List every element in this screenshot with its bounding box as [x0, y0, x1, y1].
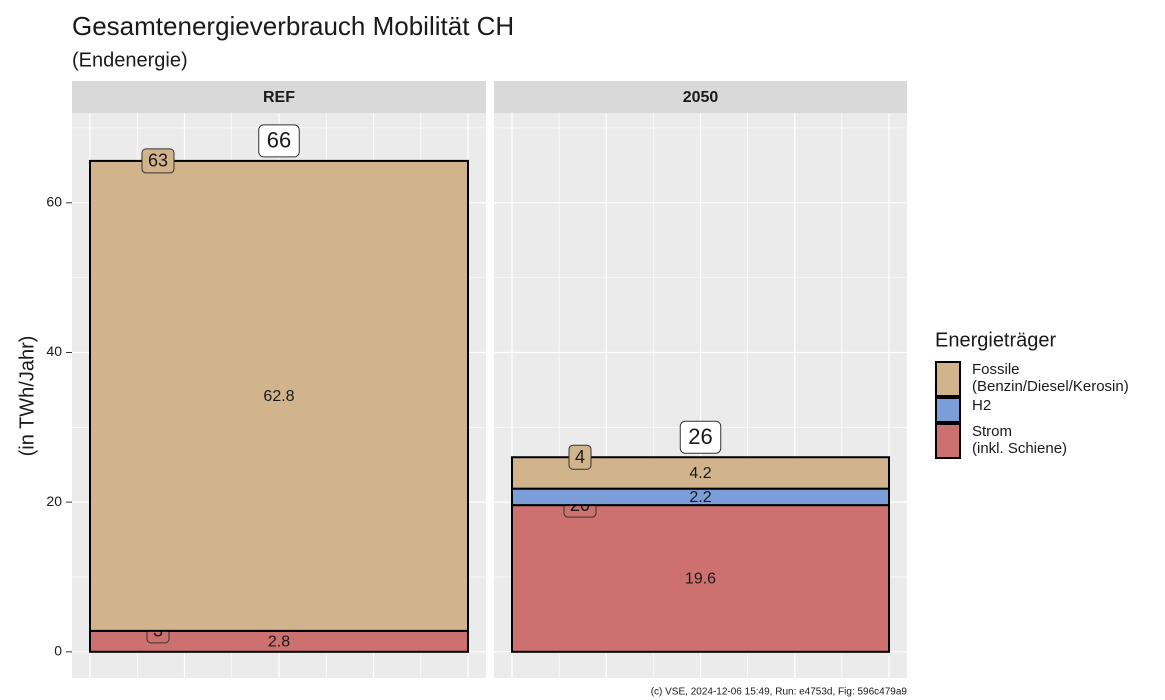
segment-badge-label: 4	[575, 447, 585, 467]
legend-key	[935, 397, 961, 423]
total-label: 26	[688, 424, 712, 449]
chart-subtitle: (Endenergie)	[72, 49, 188, 71]
total-box	[258, 124, 300, 158]
y-axis-title: (in TWh/Jahr)	[16, 336, 38, 457]
strip	[494, 81, 907, 113]
caption: (c) VSE, 2024-12-06 15:49, Run: e4753d, …	[651, 687, 908, 698]
y-tick-label: 20	[46, 493, 62, 509]
legend-label: Strom (inkl. Schiene)	[972, 423, 1067, 457]
legend-key	[935, 361, 961, 397]
strip	[72, 81, 486, 113]
segment-badge-label: 63	[148, 151, 168, 171]
y-tick-label: 60	[46, 194, 62, 210]
segment-badge	[141, 148, 175, 174]
segment-label: 2.8	[268, 634, 290, 651]
total-box	[679, 420, 722, 454]
segment-label: 62.8	[263, 388, 294, 405]
legend-label: Fossile (Benzin/Diesel/Kerosin)	[972, 361, 1129, 395]
strip-label: 2050	[683, 89, 719, 106]
y-tick-label: 0	[54, 643, 62, 659]
strip-label: REF	[263, 89, 295, 106]
legend-label: H2	[972, 397, 991, 414]
total-label: 66	[267, 128, 291, 153]
legend-key	[935, 423, 961, 459]
bar-segment	[89, 159, 469, 632]
y-tick-label: 40	[46, 343, 62, 359]
segment-label: 4.2	[689, 465, 711, 482]
chart-title: Gesamtenergieverbrauch Mobilität CH	[72, 11, 514, 41]
segment-label: 19.6	[685, 571, 716, 588]
segment-badge	[568, 444, 592, 470]
segment-label: 2.2	[689, 489, 711, 506]
bar-segment	[511, 504, 890, 653]
legend-title: Energieträger	[935, 329, 1057, 351]
